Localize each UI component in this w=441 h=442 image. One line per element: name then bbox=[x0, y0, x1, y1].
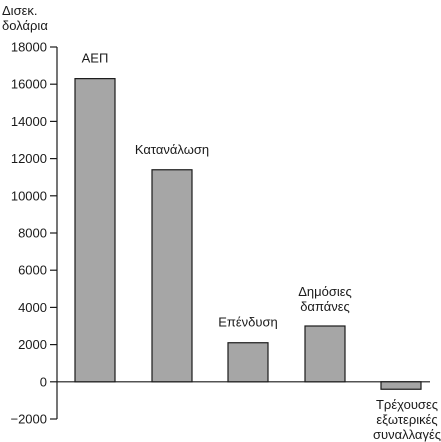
category-label: δαπάνες bbox=[300, 299, 350, 314]
y-tick-label: 0 bbox=[40, 374, 47, 389]
y-tick-label: 8000 bbox=[18, 226, 47, 241]
y-tick-label: −2000 bbox=[10, 412, 47, 427]
category-label: ΑΕΠ bbox=[82, 51, 109, 66]
y-tick-label: 16000 bbox=[11, 77, 47, 92]
y-tick-label: 2000 bbox=[18, 337, 47, 352]
bar bbox=[380, 381, 422, 390]
category-label: Τρέχουσες bbox=[376, 397, 438, 412]
y-axis-unit-label: Δισεκ.δολάρια bbox=[2, 3, 48, 33]
y-tick-label: 10000 bbox=[11, 188, 47, 203]
bars bbox=[74, 78, 422, 390]
y-tick-label: 6000 bbox=[18, 263, 47, 278]
category-label: Κατανάλωση bbox=[135, 142, 209, 157]
bar bbox=[304, 325, 346, 383]
bar bbox=[151, 169, 193, 383]
y-axis-unit-label-line: Δισεκ. bbox=[2, 3, 38, 18]
category-label: Δημόσιες bbox=[298, 284, 352, 299]
y-axis-unit-label-line: δολάρια bbox=[2, 18, 48, 33]
category-label: εξωτερικές bbox=[376, 412, 437, 427]
y-tick-label: 18000 bbox=[11, 40, 47, 55]
category-label: συναλλαγές bbox=[373, 427, 441, 442]
y-axis-ticks: −2000 0 2000 4000 6000 8000 10000 12000 14000 160… bbox=[10, 40, 57, 427]
y-tick-label: 4000 bbox=[18, 300, 47, 315]
y-tick-label: 12000 bbox=[11, 151, 47, 166]
y-tick-label: 14000 bbox=[11, 114, 47, 129]
category-label: Επένδυση bbox=[218, 315, 278, 330]
bar bbox=[74, 78, 116, 383]
bar bbox=[227, 342, 269, 383]
